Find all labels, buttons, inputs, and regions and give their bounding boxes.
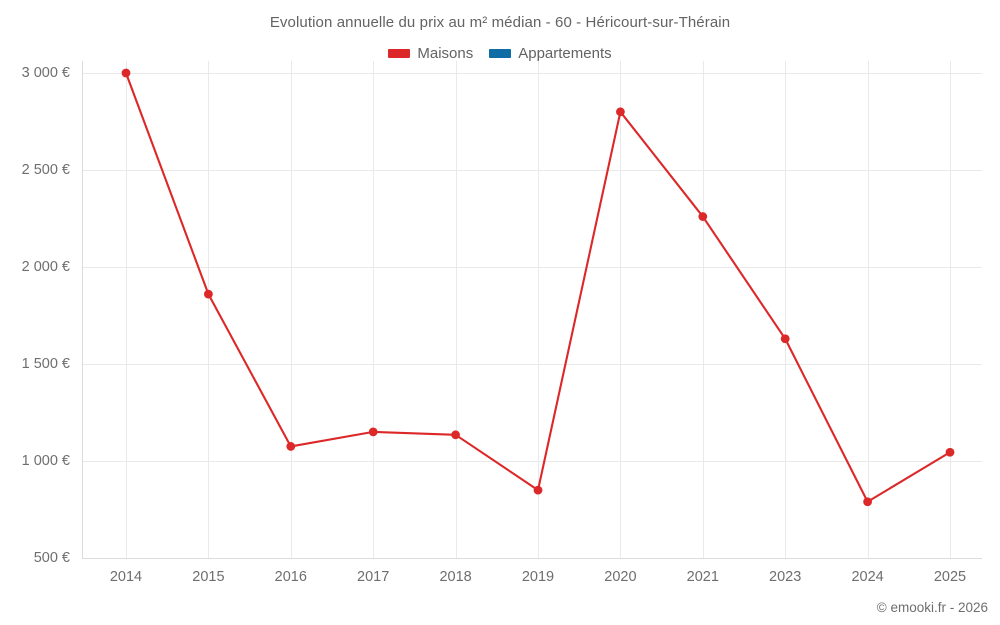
y-axis-tick-label: 1 000 € <box>21 453 70 469</box>
legend-item-appartements[interactable]: Appartements <box>489 45 612 62</box>
data-point <box>698 212 708 221</box>
x-axis-tick-label: 2015 <box>192 569 225 585</box>
x-axis-tick-label: 2018 <box>439 569 472 585</box>
data-point <box>204 289 213 299</box>
data-point <box>121 68 131 78</box>
data-point <box>780 334 790 344</box>
x-axis-tick-label: 2025 <box>933 569 967 585</box>
legend-label-appartements: Appartements <box>518 45 612 62</box>
x-axis-tick-label: 2017 <box>357 569 390 585</box>
x-axis-tick-label: 2020 <box>604 569 637 585</box>
data-point <box>368 427 378 437</box>
x-axis-tick-label: 2024 <box>851 569 884 585</box>
legend-item-maisons[interactable]: Maisons <box>388 45 473 62</box>
x-axis-tick-label: 2014 <box>109 569 143 585</box>
x-axis-tick-label: 2019 <box>521 569 555 585</box>
data-point <box>286 442 296 451</box>
data-point <box>451 430 460 440</box>
data-point <box>945 447 955 457</box>
data-point <box>533 485 543 495</box>
data-point <box>863 497 872 507</box>
legend-swatch-appartements <box>489 49 512 58</box>
chart-legend: Maisons Appartements <box>0 45 1000 62</box>
x-axis-tick-label: 2023 <box>769 569 802 585</box>
y-axis-tick-label: 2 500 € <box>21 162 70 178</box>
y-axis-tick-label: 2 000 € <box>21 259 70 275</box>
x-axis-tick-label: 2016 <box>274 569 307 585</box>
legend-label-maisons: Maisons <box>417 45 474 62</box>
chart-title: Evolution annuelle du prix au m² médian … <box>269 14 731 31</box>
credit-text: © emooki.fr - 2026 <box>876 600 988 615</box>
data-point <box>616 107 625 117</box>
y-axis-tick-label: 3 000 € <box>21 65 70 81</box>
y-axis-tick-label: 500 € <box>33 550 70 566</box>
x-axis-tick-label: 2021 <box>686 569 719 585</box>
legend-swatch-maisons <box>388 49 411 58</box>
y-axis-tick-label: 1 500 € <box>21 356 70 372</box>
